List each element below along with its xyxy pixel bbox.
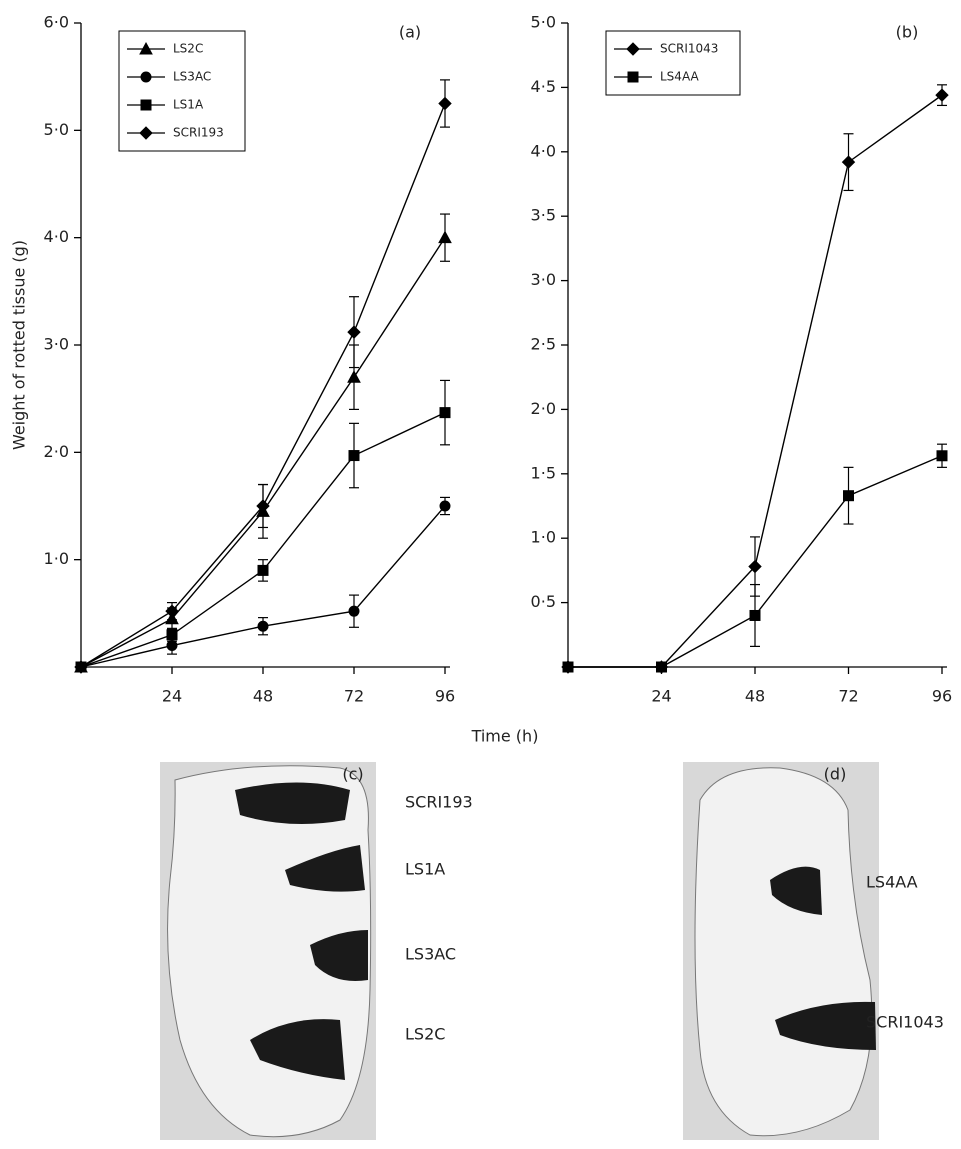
- tuber-photo-d: [683, 762, 879, 1140]
- panel-label: (a): [399, 23, 421, 42]
- photo-label: SCRI1043: [866, 1013, 944, 1032]
- panel-label: (b): [896, 23, 919, 42]
- data-point: [439, 407, 451, 419]
- y-tick-label: 5·0: [531, 13, 556, 32]
- legend-label: LS3AC: [173, 70, 211, 84]
- legend-marker: [139, 126, 153, 140]
- legend-label: LS4AA: [660, 70, 699, 84]
- y-tick-label: 2·0: [44, 442, 69, 461]
- photo-label: LS3AC: [405, 945, 456, 964]
- legend-label: LS2C: [173, 42, 203, 56]
- x-tick-label: 24: [651, 687, 671, 706]
- data-point: [165, 604, 179, 618]
- data-point: [749, 609, 761, 621]
- data-point: [562, 661, 574, 673]
- legend-marker: [139, 41, 153, 55]
- legend-marker: [140, 71, 152, 83]
- x-tick-label: 72: [838, 687, 858, 706]
- series-line: [80, 237, 446, 668]
- panel-label: (d): [824, 765, 847, 784]
- x-tick-label: 96: [932, 687, 952, 706]
- data-point: [348, 450, 360, 462]
- legend-box: [605, 30, 741, 96]
- y-tick-label: 1·5: [531, 463, 556, 482]
- legend-marker: [626, 42, 640, 56]
- data-point: [166, 629, 178, 641]
- photo-label: LS4AA: [866, 873, 918, 892]
- y-tick-label: 5·0: [44, 120, 69, 139]
- y-tick-label: 3·0: [531, 270, 556, 289]
- panel-label: (c): [342, 765, 363, 784]
- legend-label: SCRI1043: [660, 42, 718, 56]
- data-point: [166, 640, 178, 652]
- data-point: [656, 661, 667, 673]
- legend-marker: [140, 99, 152, 111]
- data-point: [936, 450, 948, 462]
- y-tick-label: 3·5: [531, 206, 556, 225]
- y-axis-label: Weight of rotted tissue (g): [10, 240, 29, 450]
- x-tick-label: 48: [253, 687, 273, 706]
- legend-marker: [627, 71, 639, 83]
- y-tick-label: 1·0: [531, 528, 556, 547]
- x-tick-label: 96: [435, 687, 455, 706]
- y-tick-label: 4·0: [44, 227, 69, 246]
- legend-label: LS1A: [173, 98, 204, 112]
- data-point: [438, 96, 452, 111]
- photo-label: LS1A: [405, 860, 445, 879]
- data-point: [256, 499, 270, 513]
- data-point: [748, 559, 762, 574]
- data-point: [841, 155, 856, 169]
- data-point: [348, 605, 360, 617]
- photo-label: SCRI193: [405, 793, 473, 812]
- data-point: [935, 88, 949, 102]
- data-point: [843, 490, 854, 502]
- y-tick-label: 4·5: [531, 77, 556, 96]
- y-tick-label: 4·0: [531, 141, 556, 160]
- legend-label: SCRI193: [173, 126, 224, 140]
- y-tick-label: 0·5: [531, 592, 556, 611]
- x-tick-label: 48: [745, 687, 765, 706]
- data-point: [347, 370, 361, 383]
- y-tick-label: 2·5: [531, 335, 556, 354]
- data-point: [74, 660, 88, 674]
- legend-box: [118, 30, 246, 152]
- data-point: [438, 230, 452, 244]
- data-point: [257, 620, 269, 632]
- x-axis-label: Time (h): [471, 727, 539, 746]
- y-tick-label: 6·0: [44, 13, 69, 32]
- data-point: [347, 325, 361, 339]
- y-tick-label: 2·0: [531, 399, 556, 418]
- y-tick-label: 1·0: [44, 549, 69, 568]
- data-point: [257, 564, 269, 576]
- tuber-photo-c: [160, 762, 376, 1140]
- x-tick-label: 72: [344, 687, 364, 706]
- series-line: [80, 103, 446, 668]
- photo-label: LS2C: [405, 1025, 445, 1044]
- y-tick-label: 3·0: [44, 335, 69, 354]
- x-tick-label: 24: [162, 687, 182, 706]
- data-point: [439, 500, 451, 512]
